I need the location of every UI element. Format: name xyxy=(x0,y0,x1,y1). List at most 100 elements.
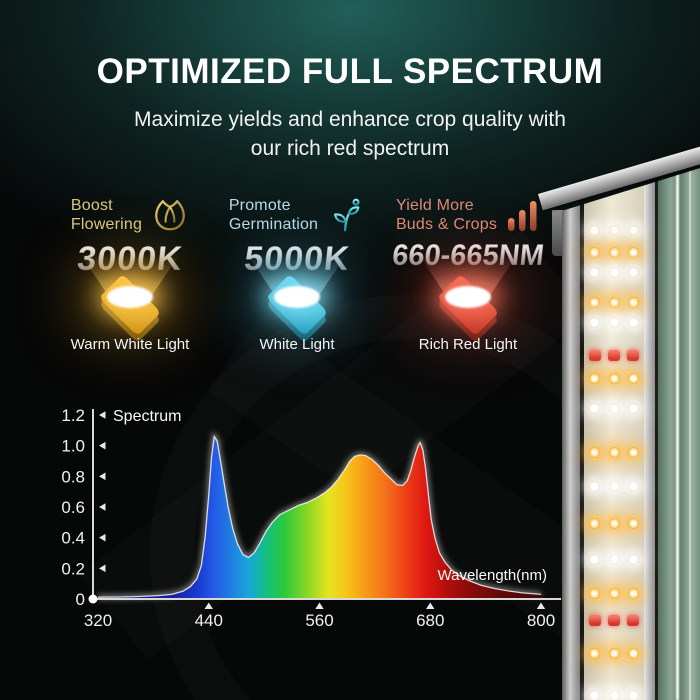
led-white-dot xyxy=(608,225,620,236)
subtitle-line-1: Maximize yields and enhance crop quality… xyxy=(134,108,566,131)
led-white-dot xyxy=(589,554,600,565)
feature-red: Yield More Buds & Crops 660-665NM Rich R… xyxy=(383,196,553,356)
reflection-streak xyxy=(689,168,691,700)
chip-glow-core xyxy=(274,286,320,308)
light-type-label: Rich Red Light xyxy=(418,336,518,353)
led-warm-dot xyxy=(628,373,639,384)
led-row-white xyxy=(589,481,639,492)
led-warm-dot xyxy=(608,518,620,529)
led-warm-dot xyxy=(628,518,639,529)
feature-label: Yield More Buds & Crops xyxy=(396,196,497,234)
led-warm-dot xyxy=(628,648,639,659)
bar-green-reflective-band xyxy=(658,168,700,700)
led-red-dot xyxy=(608,615,620,626)
feature-warm-white: Boost Flowering 3000K Warm White Light xyxy=(45,196,215,356)
feature-label: Promote Germination xyxy=(229,196,318,234)
led-red-dot xyxy=(589,350,601,361)
feature-label-line1: Yield More xyxy=(395,197,474,214)
chip-glow-core xyxy=(107,286,153,308)
feature-header: Promote Germination xyxy=(212,196,382,234)
led-warm-dot xyxy=(589,297,600,308)
led-warm-dot xyxy=(628,247,639,258)
led-white-dot xyxy=(608,267,620,278)
svg-text:560: 560 xyxy=(305,611,333,630)
led-warm-dot xyxy=(628,447,639,458)
feature-label: Boost Flowering xyxy=(71,196,142,234)
flower-icon xyxy=(155,200,185,231)
led-row-warm xyxy=(589,588,639,599)
led-warm-dot xyxy=(608,648,620,659)
led-white-dot xyxy=(628,554,639,565)
bar-left-rail xyxy=(562,168,580,700)
led-red-dot xyxy=(627,615,639,626)
led-warm-dot xyxy=(589,247,600,258)
led-white-dot xyxy=(608,554,620,565)
feature-white: Promote Germination 5000K White Light xyxy=(212,196,382,356)
feature-label-line2: Buds & Crops xyxy=(395,216,498,233)
svg-text:0: 0 xyxy=(76,590,85,609)
led-white-dot xyxy=(608,481,620,492)
led-white-dot xyxy=(608,317,620,328)
led-white-dot xyxy=(628,690,639,700)
led-warm-dot xyxy=(608,373,620,384)
led-row-red xyxy=(589,615,639,626)
light-type-label: Warm White Light xyxy=(70,336,190,353)
svg-text:800: 800 xyxy=(527,611,555,630)
led-white-dot xyxy=(628,481,639,492)
led-white-dot xyxy=(589,403,600,414)
svg-text:0.4: 0.4 xyxy=(61,529,85,548)
led-white-dot xyxy=(628,267,639,278)
spectrum-chart: 0 0.2 0.4 0.6 0.8 1.0 1.2 320 440 560 680 800 Spect… xyxy=(55,393,585,658)
led-row-red xyxy=(589,350,639,361)
led-row-white xyxy=(589,554,639,565)
led-white-dot xyxy=(628,317,639,328)
bar-seam xyxy=(580,168,584,700)
led-row-white xyxy=(589,317,639,328)
reflection-streak xyxy=(676,168,679,700)
led-warm-dot xyxy=(589,373,600,384)
led-red-dot xyxy=(608,350,620,361)
led-warm-dot xyxy=(608,247,620,258)
chip-glow-core xyxy=(445,286,491,308)
bar-body xyxy=(552,168,700,700)
svg-text:1.0: 1.0 xyxy=(61,437,85,456)
led-chip-red xyxy=(423,274,513,343)
led-row-white xyxy=(589,225,639,236)
led-warm-dot xyxy=(589,648,600,659)
svg-text:0.6: 0.6 xyxy=(61,498,85,517)
led-red-dot xyxy=(627,350,639,361)
svg-text:680: 680 xyxy=(416,611,444,630)
led-row-warm xyxy=(589,518,639,529)
y-axis-title: Spectrum xyxy=(113,408,181,425)
led-white-dot xyxy=(608,403,620,414)
led-white-dot xyxy=(628,225,639,236)
led-warm-dot xyxy=(589,518,600,529)
led-warm-dot xyxy=(608,588,620,599)
led-warm-dot xyxy=(589,447,600,458)
feature-label-line2: Flowering xyxy=(70,216,143,233)
led-white-dot xyxy=(589,690,600,700)
subtitle-line-2: our rich red spectrum xyxy=(250,137,450,160)
svg-text:1.2: 1.2 xyxy=(61,406,85,425)
led-row-white xyxy=(589,267,639,278)
led-warm-dot xyxy=(628,588,639,599)
led-row-white xyxy=(589,403,639,414)
led-chip-white xyxy=(252,274,342,343)
led-row-warm xyxy=(589,373,639,384)
led-white-dot xyxy=(589,317,600,328)
led-warm-dot xyxy=(608,447,620,458)
led-row-warm xyxy=(589,648,639,659)
feature-label-line1: Boost xyxy=(70,197,113,214)
led-row-warm xyxy=(589,297,639,308)
led-row-warm xyxy=(589,447,639,458)
led-white-dot xyxy=(589,481,600,492)
axis-ticks: 0 0.2 0.4 0.6 0.8 1.0 1.2 320 440 560 680 800 xyxy=(61,406,555,630)
led-warm-dot xyxy=(608,297,620,308)
led-row-white xyxy=(589,690,639,700)
bars-icon xyxy=(508,201,537,231)
led-white-dot xyxy=(589,267,600,278)
led-chip-warm xyxy=(85,274,175,343)
led-red-dot xyxy=(589,615,601,626)
led-white-dot xyxy=(628,403,639,414)
